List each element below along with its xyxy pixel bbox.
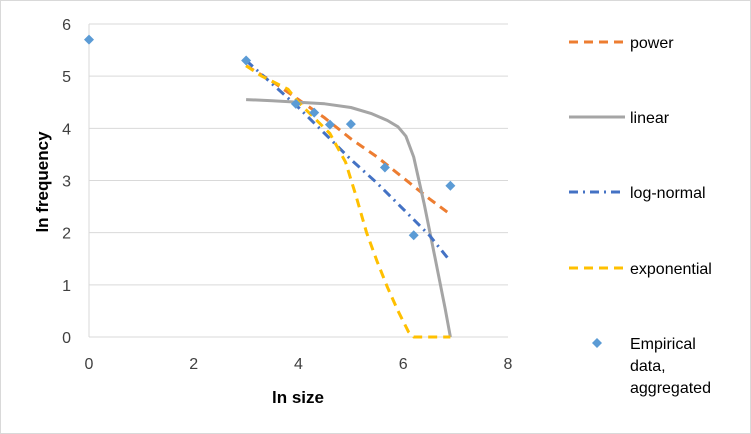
empirical-data-point [408, 230, 419, 241]
y-axis-title: ln frequency [33, 131, 52, 233]
x-tick-label: 4 [294, 356, 303, 373]
linear-series-line [246, 98, 452, 338]
empirical-data-point [324, 119, 335, 130]
legend-item-exponential: exponential [569, 261, 712, 278]
legend-item-linear: linear [569, 110, 670, 127]
y-tick-label: 5 [62, 69, 71, 86]
empirical-markers [84, 34, 456, 241]
legend-swatch [592, 338, 602, 348]
y-tick-label: 6 [62, 17, 71, 34]
x-tick-label: 8 [504, 356, 513, 373]
legend-label: exponential [630, 261, 712, 278]
empirical-data-point [445, 180, 456, 191]
x-tick-label: 2 [189, 356, 198, 373]
y-tick-label: 4 [62, 121, 71, 138]
legend: power linear log-normal exponential Empirica… [569, 35, 712, 397]
y-tick-label: 1 [62, 278, 71, 295]
y-tick-labels: 0 1 2 3 4 5 6 [62, 17, 71, 347]
y-tick-label: 2 [62, 226, 71, 243]
log-normal-series-line [245, 59, 452, 263]
x-axis-title: ln size [272, 388, 324, 407]
legend-item-empirical-data-aggregated: Empirical data, aggregated [592, 336, 711, 397]
empirical-data-point [345, 119, 356, 130]
x-tick-label: 0 [85, 356, 94, 373]
empirical-data-point [241, 55, 252, 66]
series-lines [245, 59, 452, 339]
y-tick-label: 0 [62, 330, 71, 347]
plot-area: 0 1 2 3 4 5 6 0 2 4 6 8 [62, 17, 512, 373]
x-tick-label: 6 [399, 356, 408, 373]
empirical-data-point [84, 34, 94, 45]
legend-label-line: data, [630, 358, 666, 375]
legend-item-power: power [569, 35, 674, 52]
legend-label: log-normal [630, 185, 706, 202]
power-series-line [245, 64, 452, 216]
legend-label: linear [630, 110, 670, 127]
legend-label: Empirical data, aggregated [630, 336, 711, 397]
empirical-data-point [290, 98, 301, 109]
legend-label-line: Empirical [630, 336, 696, 353]
grid-lines [89, 23, 508, 286]
legend-item-log-normal: log-normal [569, 185, 706, 202]
legend-label: power [630, 35, 674, 52]
y-tick-label: 3 [62, 174, 71, 191]
empirical-data-point [309, 107, 320, 118]
empirical-data-point [379, 162, 390, 173]
axes [88, 24, 508, 338]
x-tick-labels: 0 2 4 6 8 [85, 356, 513, 373]
legend-label-line: aggregated [630, 380, 711, 397]
